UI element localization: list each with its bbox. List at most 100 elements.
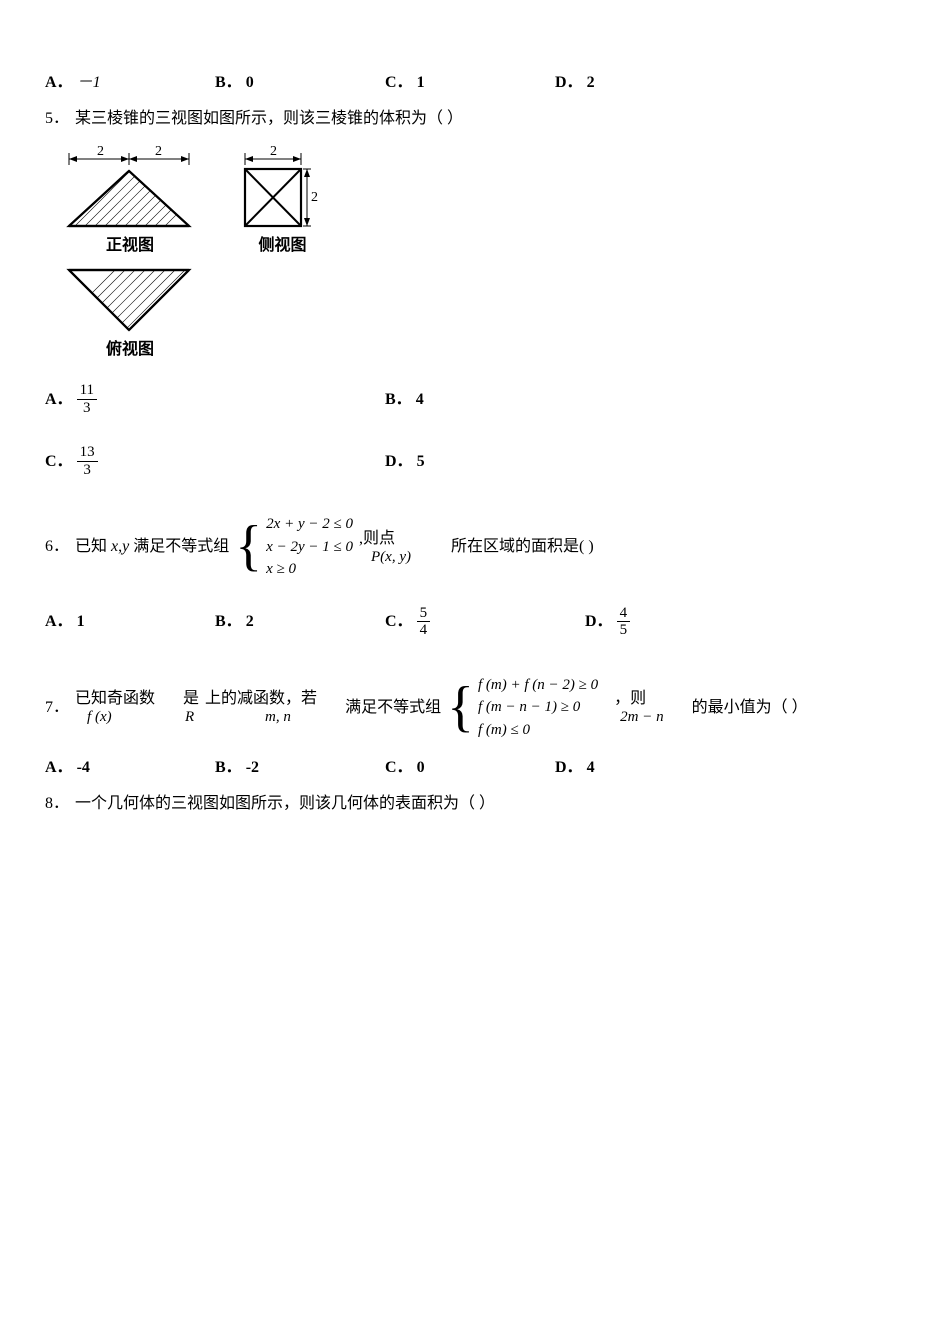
q5-option-d: D． 5 bbox=[385, 444, 425, 478]
q5-figure: 2 2 bbox=[55, 141, 905, 362]
q7-options: A． -4 B． -2 C． 0 D． 4 bbox=[45, 755, 905, 781]
option-value: 4 bbox=[587, 755, 595, 781]
dim-label: 2 bbox=[270, 144, 277, 159]
option-value: -2 bbox=[246, 755, 259, 781]
q5-options-row2: C． 13 3 D． 5 bbox=[45, 444, 905, 478]
q7-option-b: B． -2 bbox=[215, 755, 385, 781]
question-number: 5． bbox=[45, 106, 69, 132]
q6-text-left: 已知 x,y 满足不等式组 bbox=[75, 534, 229, 560]
q4-options: A． －1 B． 0 C． 1 D． 2 bbox=[45, 70, 905, 96]
option-value: 2 bbox=[246, 609, 254, 635]
option-value: 4 bbox=[416, 387, 424, 413]
q7-s3: 上的减函数，若 m, n bbox=[205, 689, 317, 726]
q5-stem: 5． 某三棱锥的三视图如图所示，则该三棱锥的体积为（ ） bbox=[45, 106, 905, 132]
option-label: A． bbox=[45, 609, 73, 635]
option-label: C． bbox=[385, 609, 413, 635]
question-text: 某三棱锥的三视图如图所示，则该三棱锥的体积为（ ） bbox=[75, 106, 463, 132]
q6-system: { 2x + y − 2 ≤ 0 x − 2y − 1 ≤ 0 x ≥ 0 bbox=[235, 513, 353, 581]
q5-side-view: 2 2 侧视图 bbox=[235, 141, 330, 259]
dim-label: 2 bbox=[311, 190, 318, 205]
dim-label: 2 bbox=[97, 144, 104, 159]
option-label: B． bbox=[215, 609, 242, 635]
q7-s5: ，则 2m − n bbox=[614, 689, 663, 726]
q6-option-a: A． 1 bbox=[45, 605, 215, 639]
brace-icon: { bbox=[235, 530, 262, 564]
question-text: 一个几何体的三视图如图所示，则该几何体的表面积为（ ） bbox=[75, 791, 495, 817]
option-label: D． bbox=[385, 449, 413, 475]
option-value: 0 bbox=[417, 755, 425, 781]
q7-expr: 2m − n bbox=[614, 708, 663, 726]
side-view-svg: 2 2 bbox=[235, 141, 330, 231]
q7-stem: 7． 已知奇函数 f (x) 是 R 上的减函数，若 m, n 满足不等式组 {… bbox=[45, 674, 905, 742]
option-label: A． bbox=[45, 755, 73, 781]
system-line: f (m) + f (n − 2) ≥ 0 bbox=[478, 674, 598, 697]
q7-mn: m, n bbox=[205, 708, 291, 726]
option-label: D． bbox=[555, 755, 583, 781]
q6-stem: 6． 已知 x,y 满足不等式组 { 2x + y − 2 ≤ 0 x − 2y… bbox=[45, 513, 905, 581]
question-number: 8． bbox=[45, 791, 69, 817]
option-label: A． bbox=[45, 70, 73, 96]
side-view-label: 侧视图 bbox=[235, 233, 330, 259]
q6-options: A． 1 B． 2 C． 5 4 D． 4 5 bbox=[45, 605, 905, 639]
dim-label: 2 bbox=[155, 144, 162, 159]
q5-top-view: 俯视图 bbox=[55, 265, 205, 363]
option-label: B． bbox=[215, 755, 242, 781]
q7-fx: f (x) bbox=[75, 708, 112, 726]
q4-option-b: B． 0 bbox=[215, 70, 385, 96]
q5-front-view: 2 2 bbox=[55, 141, 205, 259]
q6-option-d: D． 4 5 bbox=[585, 605, 630, 639]
front-view-label: 正视图 bbox=[55, 233, 205, 259]
system-line: x ≥ 0 bbox=[266, 558, 353, 581]
system-line: f (m − n − 1) ≥ 0 bbox=[478, 696, 598, 719]
q7-option-a: A． -4 bbox=[45, 755, 215, 781]
option-value-frac: 5 4 bbox=[417, 605, 431, 639]
option-label: C． bbox=[385, 755, 413, 781]
q6-text-mid: ,则点 bbox=[359, 529, 395, 548]
q6-mid-stack: ,则点 P(x, y) bbox=[359, 529, 411, 566]
q4-option-d: D． 2 bbox=[555, 70, 595, 96]
q5-options-row1: A． 11 3 B． 4 bbox=[45, 382, 905, 416]
system-line: 2x + y − 2 ≤ 0 bbox=[266, 513, 353, 536]
brace-icon: { bbox=[447, 691, 474, 725]
q7-system: { f (m) + f (n − 2) ≥ 0 f (m − n − 1) ≥ … bbox=[447, 674, 598, 742]
option-label: D． bbox=[585, 609, 613, 635]
option-label: B． bbox=[385, 387, 412, 413]
top-view-svg bbox=[55, 265, 205, 335]
option-label: C． bbox=[45, 449, 73, 475]
option-label: B． bbox=[215, 70, 242, 96]
q6-option-c: C． 5 4 bbox=[385, 605, 585, 639]
q7-option-d: D． 4 bbox=[555, 755, 595, 781]
option-value: －1 bbox=[77, 70, 101, 96]
option-value: 1 bbox=[417, 70, 425, 96]
option-value: 1 bbox=[77, 609, 85, 635]
front-view-svg: 2 2 bbox=[55, 141, 205, 231]
question-number: 6． bbox=[45, 534, 69, 560]
q6-option-b: B． 2 bbox=[215, 605, 385, 639]
q5-option-b: B． 4 bbox=[385, 382, 424, 416]
q7-option-c: C． 0 bbox=[385, 755, 555, 781]
option-value: 0 bbox=[246, 70, 254, 96]
top-view-label: 俯视图 bbox=[55, 337, 205, 363]
q7-p4: 满足不等式组 bbox=[345, 695, 441, 721]
q7-s2: 是 R bbox=[183, 689, 199, 726]
option-label: C． bbox=[385, 70, 413, 96]
q4-option-a: A． －1 bbox=[45, 70, 215, 96]
q8-stem: 8． 一个几何体的三视图如图所示，则该几何体的表面积为（ ） bbox=[45, 791, 905, 817]
option-value-frac: 11 3 bbox=[77, 382, 97, 416]
system-line: x − 2y − 1 ≤ 0 bbox=[266, 536, 353, 559]
option-label: D． bbox=[555, 70, 583, 96]
q5-option-a: A． 11 3 bbox=[45, 382, 385, 416]
q6-text-right: 所在区域的面积是( ) bbox=[451, 534, 594, 560]
option-value-frac: 13 3 bbox=[77, 444, 98, 478]
q7-s1: 已知奇函数 f (x) bbox=[75, 689, 155, 726]
q5-option-c: C． 13 3 bbox=[45, 444, 385, 478]
option-label: A． bbox=[45, 387, 73, 413]
q6-point: P(x, y) bbox=[359, 548, 411, 566]
system-line: f (m) ≤ 0 bbox=[478, 719, 598, 742]
q4-option-c: C． 1 bbox=[385, 70, 555, 96]
q7-R: R bbox=[183, 708, 194, 726]
option-value: 2 bbox=[587, 70, 595, 96]
question-number: 7． bbox=[45, 695, 69, 721]
option-value: 5 bbox=[417, 449, 425, 475]
option-value-frac: 4 5 bbox=[617, 605, 631, 639]
